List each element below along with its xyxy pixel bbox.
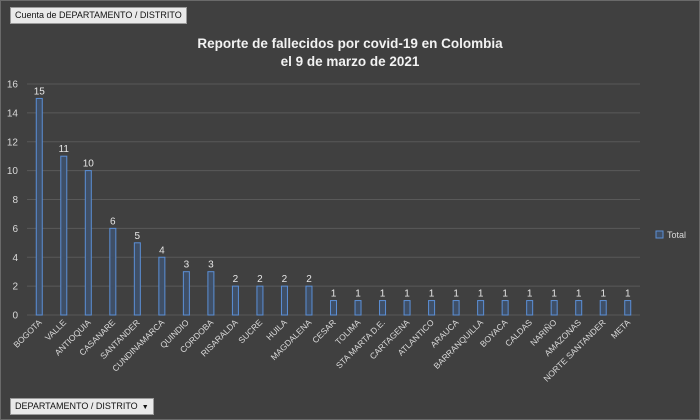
- y-tick-label: 16: [7, 80, 19, 91]
- data-label: 10: [83, 159, 95, 170]
- bar[interactable]: [428, 300, 436, 316]
- legend-label: Total: [667, 230, 686, 240]
- bar[interactable]: [207, 271, 215, 316]
- data-label: 1: [551, 289, 557, 300]
- data-label: 1: [380, 289, 386, 300]
- bar[interactable]: [501, 300, 509, 316]
- bar[interactable]: [35, 97, 43, 316]
- bar[interactable]: [305, 285, 313, 316]
- bar[interactable]: [575, 300, 583, 316]
- data-label: 4: [159, 245, 165, 256]
- data-label: 2: [282, 274, 288, 285]
- data-label: 1: [502, 289, 508, 300]
- y-tick-label: 14: [7, 108, 19, 119]
- data-label: 15: [34, 86, 46, 97]
- chart-title-line-1: Reporte de fallecidos por covid-19 en Co…: [197, 36, 503, 51]
- chart-title: Reporte de fallecidos por covid-19 en Co…: [197, 36, 503, 69]
- data-label: 1: [331, 289, 337, 300]
- bar[interactable]: [84, 170, 92, 316]
- bar[interactable]: [599, 300, 607, 316]
- x-category-label: CALDAS: [503, 317, 534, 348]
- data-label: 1: [453, 289, 459, 300]
- x-category-label: META: [609, 317, 633, 341]
- bar[interactable]: [354, 300, 362, 316]
- bar[interactable]: [280, 285, 288, 316]
- y-axis-ticks: 0 2 4 6 8 10 12 14 16: [7, 80, 19, 322]
- bar[interactable]: [330, 300, 337, 316]
- filter-field-button[interactable]: Cuenta de DEPARTAMENTO / DISTRITO: [10, 7, 187, 24]
- data-label: 1: [625, 289, 631, 300]
- legend-swatch: [655, 230, 664, 239]
- x-axis-categories: BOGOTA VALLEANTIOQUIACASANARESANTANDERCUN…: [11, 317, 632, 384]
- data-label: 5: [135, 231, 141, 242]
- data-label: 11: [59, 144, 70, 155]
- legend: Total: [655, 230, 686, 240]
- data-label: 1: [527, 289, 533, 300]
- data-label: 1: [478, 289, 484, 300]
- x-category-label: BOGOTA: [11, 317, 44, 350]
- bar[interactable]: [256, 285, 264, 316]
- y-tick-label: 6: [12, 224, 18, 235]
- bar[interactable]: [158, 256, 166, 316]
- y-tick-label: 0: [12, 311, 18, 322]
- bar[interactable]: [379, 300, 387, 316]
- bar[interactable]: [624, 300, 632, 316]
- bar[interactable]: [109, 227, 117, 316]
- data-label: 1: [355, 289, 361, 300]
- data-label: 3: [184, 260, 190, 271]
- axis-field-button[interactable]: DEPARTAMENTO / DISTRITO ▼: [10, 398, 154, 415]
- data-label: 6: [110, 216, 116, 227]
- y-tick-label: 8: [12, 195, 18, 206]
- y-tick-label: 2: [12, 282, 18, 293]
- bar[interactable]: [550, 300, 558, 316]
- data-label: 1: [429, 289, 435, 300]
- bar[interactable]: [452, 300, 460, 316]
- bar[interactable]: [182, 271, 190, 316]
- y-tick-label: 10: [7, 166, 19, 177]
- data-label: 1: [600, 289, 606, 300]
- data-label: 2: [233, 274, 239, 285]
- data-label: 2: [257, 274, 263, 285]
- bar[interactable]: [231, 285, 239, 316]
- bar[interactable]: [477, 300, 485, 316]
- y-tick-label: 4: [12, 253, 18, 264]
- bar[interactable]: [60, 155, 68, 316]
- data-label: 2: [306, 274, 312, 285]
- axis-field-label: DEPARTAMENTO / DISTRITO: [15, 401, 138, 411]
- dropdown-arrow-icon[interactable]: ▼: [141, 404, 149, 411]
- bar[interactable]: [403, 300, 411, 316]
- chart-title-line-2: el 9 de marzo de 2021: [281, 54, 420, 69]
- gridlines: [27, 83, 640, 316]
- data-label: 1: [576, 289, 582, 300]
- data-label: 1: [404, 289, 410, 300]
- bar[interactable]: [526, 300, 534, 316]
- bars: [35, 97, 632, 316]
- x-category-label: SUCRE: [236, 317, 264, 345]
- y-tick-label: 12: [7, 137, 19, 148]
- data-label: 3: [208, 260, 214, 271]
- bar[interactable]: [133, 242, 141, 316]
